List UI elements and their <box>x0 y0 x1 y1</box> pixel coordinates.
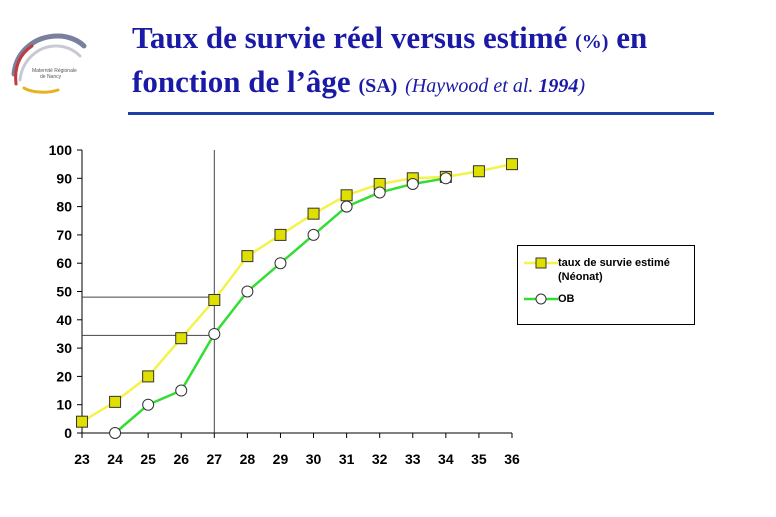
legend-label-estimated-line2: (Néonat) <box>558 271 603 283</box>
point-estimated <box>506 158 518 171</box>
logo-swoosh-yellow <box>22 86 60 94</box>
title-line1-unit: (%) <box>575 31 609 53</box>
x-tick-label: 23 <box>74 451 90 467</box>
x-tick-label: 24 <box>107 451 123 467</box>
y-tick-label: 100 <box>49 142 73 158</box>
y-tick-label: 40 <box>56 312 72 328</box>
chart-legend: taux de survie estimé (Néonat) OB <box>517 245 695 325</box>
title-line2-main: fonction de l’âge <box>132 64 351 99</box>
x-tick-label: 33 <box>405 451 421 467</box>
y-tick-label: 20 <box>56 368 72 384</box>
series-line-estimated <box>81 162 513 423</box>
citation-year: 1994 <box>538 75 579 97</box>
point-estimated <box>340 189 353 202</box>
y-tick-label: 60 <box>56 255 72 271</box>
legend-label-estimated-line1: taux de survie estimé <box>558 257 670 269</box>
x-tick-label: 29 <box>273 451 289 467</box>
title-line1-main: Taux de survie réel versus estimé <box>132 20 568 55</box>
x-tick-label: 32 <box>372 451 388 467</box>
title-underline <box>128 112 714 115</box>
y-tick-label: 0 <box>64 425 72 441</box>
point-estimated <box>472 165 485 178</box>
point-estimated <box>175 332 188 345</box>
point-ob <box>340 200 353 213</box>
x-tick-label: 36 <box>504 451 520 467</box>
x-tick-label: 25 <box>140 451 156 467</box>
title-line-2: fonction de l’âge (SA) (Haywood et al. 1… <box>132 62 762 106</box>
legend-item-ob: OB <box>524 292 575 306</box>
logo-swoosh-light <box>18 44 82 82</box>
citation-close: ) <box>578 75 586 97</box>
point-estimated <box>208 293 221 306</box>
legend-square-marker-icon <box>524 257 558 269</box>
legend-item-estimated: taux de survie estimé (Néonat) <box>524 256 670 284</box>
point-ob <box>175 384 188 397</box>
point-estimated <box>76 415 88 428</box>
y-tick-label: 50 <box>56 284 72 300</box>
title-line2-unit: (SA) <box>358 75 398 97</box>
series-line-ob <box>114 177 447 434</box>
point-estimated <box>307 207 320 220</box>
x-tick-label: 28 <box>240 451 256 467</box>
point-ob <box>406 177 419 190</box>
point-estimated <box>274 228 287 241</box>
x-tick-label: 34 <box>438 451 454 467</box>
legend-label-ob: OB <box>558 293 575 305</box>
point-ob <box>274 257 287 270</box>
logo-text-line1: Maternité Régionale <box>32 68 77 74</box>
point-ob <box>208 327 221 340</box>
point-ob <box>307 228 320 241</box>
point-estimated <box>142 370 155 383</box>
maternite-logo: Maternité Régionale de Nancy <box>11 33 87 94</box>
title-line1-end: en <box>616 20 648 55</box>
citation: (Haywood et al. 1994) <box>405 75 585 97</box>
slide-title: Taux de survie réel versus estimé (%) en… <box>132 18 762 106</box>
logo-text-line2: de Nancy <box>40 74 62 80</box>
y-tick-label: 30 <box>56 340 72 356</box>
y-tick-label: 10 <box>56 397 72 413</box>
point-estimated <box>241 250 254 263</box>
x-tick-label: 31 <box>339 451 355 467</box>
citation-author: (Haywood et al. <box>405 75 534 97</box>
point-ob <box>142 398 155 411</box>
logo-swoosh-red <box>14 44 34 86</box>
point-ob <box>439 172 452 185</box>
y-tick-label: 80 <box>56 199 72 215</box>
x-tick-label: 30 <box>306 451 322 467</box>
x-tick-label: 27 <box>207 451 223 467</box>
legend-circle-marker-icon <box>524 293 558 305</box>
point-estimated <box>109 395 122 408</box>
point-ob <box>109 427 122 439</box>
point-ob <box>241 285 254 298</box>
point-ob <box>373 186 386 199</box>
y-tick-label: 70 <box>56 227 72 243</box>
y-tick-label: 90 <box>56 170 72 186</box>
title-line-1: Taux de survie réel versus estimé (%) en <box>132 18 762 62</box>
x-tick-label: 26 <box>173 451 189 467</box>
x-tick-label: 35 <box>471 451 487 467</box>
